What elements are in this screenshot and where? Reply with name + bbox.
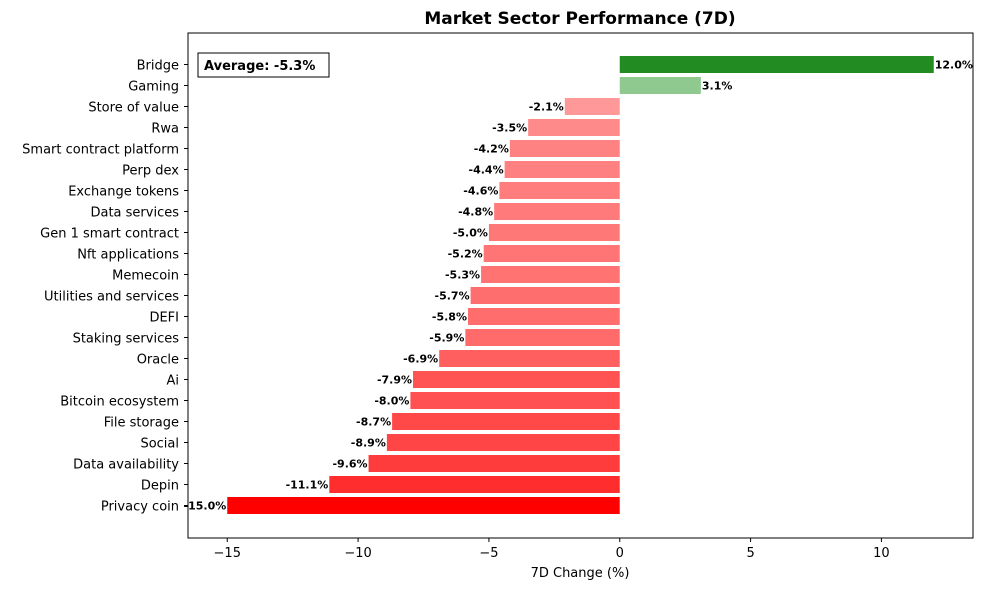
category-label: Gaming bbox=[128, 80, 179, 95]
value-label: -7.9% bbox=[377, 374, 412, 387]
x-axis-label: 7D Change (%) bbox=[531, 566, 630, 581]
x-tick-label: −5 bbox=[479, 546, 498, 561]
category-label: Depin bbox=[141, 479, 179, 494]
category-label: Bitcoin ecosystem bbox=[60, 395, 179, 410]
value-label: -5.7% bbox=[435, 290, 470, 303]
category-labels-layer: Bridge Gaming Store of value Rwa Smart contr… bbox=[22, 59, 188, 515]
bar bbox=[528, 119, 620, 136]
x-axis-ticks: −15 −10 −5 0 5 10 bbox=[214, 538, 890, 561]
category-label: Utilities and services bbox=[44, 290, 179, 305]
x-tick-label: −10 bbox=[344, 546, 371, 561]
x-tick-label: 5 bbox=[746, 546, 754, 561]
value-label: -5.9% bbox=[429, 332, 464, 345]
category-label: Bridge bbox=[137, 59, 179, 74]
category-label: Exchange tokens bbox=[68, 185, 179, 200]
category-label: Nft applications bbox=[77, 248, 179, 263]
bar bbox=[392, 413, 620, 430]
value-label: -8.0% bbox=[374, 395, 409, 408]
bar bbox=[483, 245, 620, 262]
bar bbox=[494, 203, 620, 220]
chart-title: Market Sector Performance (7D) bbox=[424, 9, 735, 29]
category-label: Privacy coin bbox=[101, 500, 179, 515]
bar bbox=[481, 266, 620, 283]
category-label: File storage bbox=[104, 416, 179, 431]
value-label: -5.0% bbox=[453, 227, 488, 240]
value-label: -5.2% bbox=[448, 248, 483, 261]
value-label: 12.0% bbox=[935, 59, 973, 72]
value-label: -4.8% bbox=[458, 206, 493, 219]
category-label: Data availability bbox=[73, 458, 179, 473]
category-label: Store of value bbox=[88, 101, 179, 116]
category-label: Perp dex bbox=[122, 164, 179, 179]
average-annotation-box bbox=[197, 52, 330, 78]
bar bbox=[619, 77, 701, 94]
bar bbox=[368, 455, 620, 472]
value-label: -9.6% bbox=[332, 458, 367, 471]
value-labels-layer: 12.0% 3.1% -2.1%-3.5% -4.2% -4.4% -4.6% -4.8% -… bbox=[184, 59, 973, 513]
x-tick-label: 0 bbox=[616, 546, 624, 561]
value-label: -8.9% bbox=[351, 437, 386, 450]
bar bbox=[410, 392, 620, 409]
category-label: Social bbox=[140, 437, 179, 452]
bar bbox=[504, 161, 620, 178]
bar bbox=[470, 287, 620, 304]
value-label: -15.0% bbox=[184, 500, 227, 513]
value-label: -6.9% bbox=[403, 353, 438, 366]
bar bbox=[619, 56, 934, 73]
category-label: DEFI bbox=[149, 311, 179, 326]
x-tick-label: −15 bbox=[214, 546, 241, 561]
value-label: -4.4% bbox=[469, 164, 504, 177]
value-label: -4.6% bbox=[463, 185, 498, 198]
value-label: -11.1% bbox=[286, 479, 329, 492]
category-label: Data services bbox=[90, 206, 179, 221]
bar bbox=[227, 497, 620, 514]
bar bbox=[564, 98, 620, 115]
plot-area bbox=[187, 32, 974, 539]
value-label: -3.5% bbox=[492, 122, 527, 135]
average-annotation: Average: -5.3% bbox=[197, 52, 330, 78]
average-annotation-text: Average: -5.3% bbox=[204, 59, 315, 74]
value-label: -4.2% bbox=[474, 143, 509, 156]
bar bbox=[439, 350, 620, 367]
value-label: -5.8% bbox=[432, 311, 467, 324]
value-label: 3.1% bbox=[702, 80, 733, 93]
category-label: Smart contract platform bbox=[22, 143, 179, 158]
category-label: Oracle bbox=[137, 353, 179, 368]
bar bbox=[499, 182, 620, 199]
bar bbox=[386, 434, 620, 451]
value-label: -2.1% bbox=[529, 101, 564, 114]
value-label: -5.3% bbox=[445, 269, 480, 282]
bar bbox=[413, 371, 620, 388]
bars-layer bbox=[227, 56, 934, 514]
category-label: Gen 1 smart contract bbox=[40, 227, 179, 242]
bar bbox=[329, 476, 620, 493]
category-label: Staking services bbox=[73, 332, 180, 347]
value-label: -8.7% bbox=[356, 416, 391, 429]
category-label: Memecoin bbox=[112, 269, 179, 284]
category-label: Ai bbox=[166, 374, 179, 389]
bar bbox=[509, 140, 620, 157]
bar bbox=[465, 329, 620, 346]
bar bbox=[467, 308, 620, 325]
bar bbox=[488, 224, 620, 241]
category-label: Rwa bbox=[151, 122, 179, 137]
x-tick-label: 10 bbox=[873, 546, 890, 561]
